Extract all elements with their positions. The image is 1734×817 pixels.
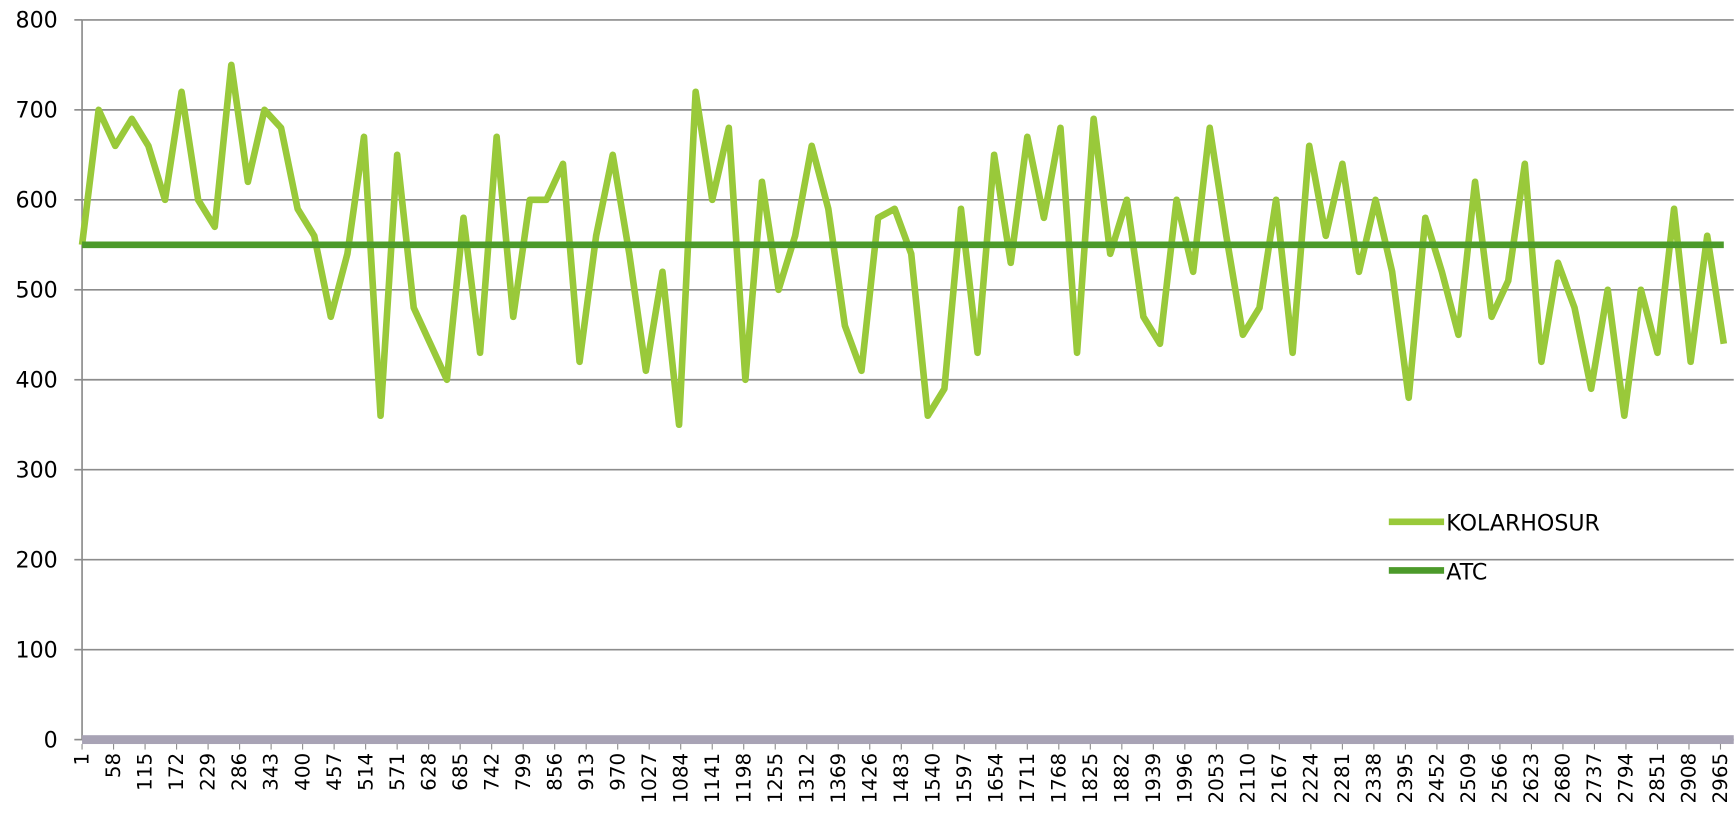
x-tick-label: 2737 <box>1583 753 1606 804</box>
x-tick-label: 400 <box>291 753 314 791</box>
x-tick-label: 1711 <box>1016 753 1039 804</box>
y-tick-label: 400 <box>16 367 58 393</box>
x-tick-label: 1255 <box>764 753 787 804</box>
x-tick-label: 685 <box>449 753 472 791</box>
x-tick-label: 2908 <box>1678 753 1701 804</box>
x-tick-label: 457 <box>323 753 346 791</box>
y-tick-label: 300 <box>16 457 58 483</box>
y-tick-label: 800 <box>16 8 58 34</box>
x-axis <box>82 735 1734 745</box>
y-tick-label: 200 <box>16 547 58 573</box>
y-tick-label: 500 <box>16 278 58 304</box>
legend-label: KOLARHOSUR <box>1446 511 1600 537</box>
y-tick-label: 600 <box>16 188 58 214</box>
x-tick-label: 2623 <box>1520 753 1543 804</box>
x-tick-label: 2053 <box>1205 753 1228 804</box>
x-tick-label: 2794 <box>1615 753 1638 804</box>
x-tick-label: 343 <box>260 753 283 791</box>
x-tick-label: 1369 <box>827 753 850 804</box>
x-tick-label: 2395 <box>1394 753 1417 804</box>
x-tick-label: 1 <box>71 753 94 766</box>
y-tick-label: 700 <box>16 98 58 124</box>
x-tick-label: 58 <box>102 753 125 778</box>
x-tick-label: 2110 <box>1236 753 1259 804</box>
x-tick-label: 1426 <box>858 753 881 804</box>
x-tick-label: 1825 <box>1079 753 1102 804</box>
x-tick-label: 2452 <box>1426 753 1449 804</box>
x-tick-label: 286 <box>228 753 251 791</box>
x-tick-label: 742 <box>480 753 503 791</box>
x-tick-label: 856 <box>543 753 566 791</box>
x-tick-label: 799 <box>512 753 535 791</box>
x-tick-label: 229 <box>197 753 220 791</box>
x-tick-label: 2851 <box>1646 753 1669 804</box>
x-tick-label: 1141 <box>701 753 724 804</box>
line-series <box>78 61 1728 429</box>
x-tick-label: 1312 <box>795 753 818 804</box>
x-tick-label: 1027 <box>638 753 661 804</box>
axis-labels: 0 100 200 300 400 500 600 700 800 1 58 115 172 229 286… <box>16 8 1733 804</box>
x-tick-label: 1996 <box>1173 753 1196 804</box>
x-tick-label: 2338 <box>1363 753 1386 804</box>
x-tick-label: 2566 <box>1489 753 1512 804</box>
y-tick-label: 100 <box>16 637 58 663</box>
x-tick-label: 628 <box>417 753 440 791</box>
x-tick-label: 1540 <box>921 753 944 804</box>
x-tick-label: 1939 <box>1142 753 1165 804</box>
x-tick-label: 115 <box>134 753 157 791</box>
x-tick-label: 913 <box>575 753 598 791</box>
x-tick-label: 1882 <box>1110 753 1133 804</box>
x-tick-label: 1198 <box>732 753 755 804</box>
y-tick-label: 0 <box>44 727 58 753</box>
x-tick-label: 1654 <box>984 753 1007 804</box>
x-tick-label: 2224 <box>1300 753 1323 804</box>
x-tick-label: 970 <box>606 753 629 791</box>
x-tick-label: 1084 <box>669 753 692 804</box>
x-tick-label: 1597 <box>953 753 976 804</box>
plot-area <box>78 61 1728 429</box>
legend: KOLARHOSUR ATC <box>1388 511 1600 585</box>
x-tick-label: 1483 <box>890 753 913 804</box>
x-tick-label: 1768 <box>1047 753 1070 804</box>
x-tick-label: 2965 <box>1709 753 1732 804</box>
grid <box>74 19 1734 750</box>
x-tick-label: 2680 <box>1552 753 1575 804</box>
x-tick-label: 2509 <box>1457 753 1480 804</box>
x-tick-label: 172 <box>165 753 188 791</box>
x-tick-label: 514 <box>354 753 377 791</box>
x-tick-label: 2167 <box>1268 753 1291 804</box>
x-tick-label: 2281 <box>1331 753 1354 804</box>
x-tick-label: 571 <box>386 753 409 791</box>
legend-label: ATC <box>1446 559 1487 585</box>
